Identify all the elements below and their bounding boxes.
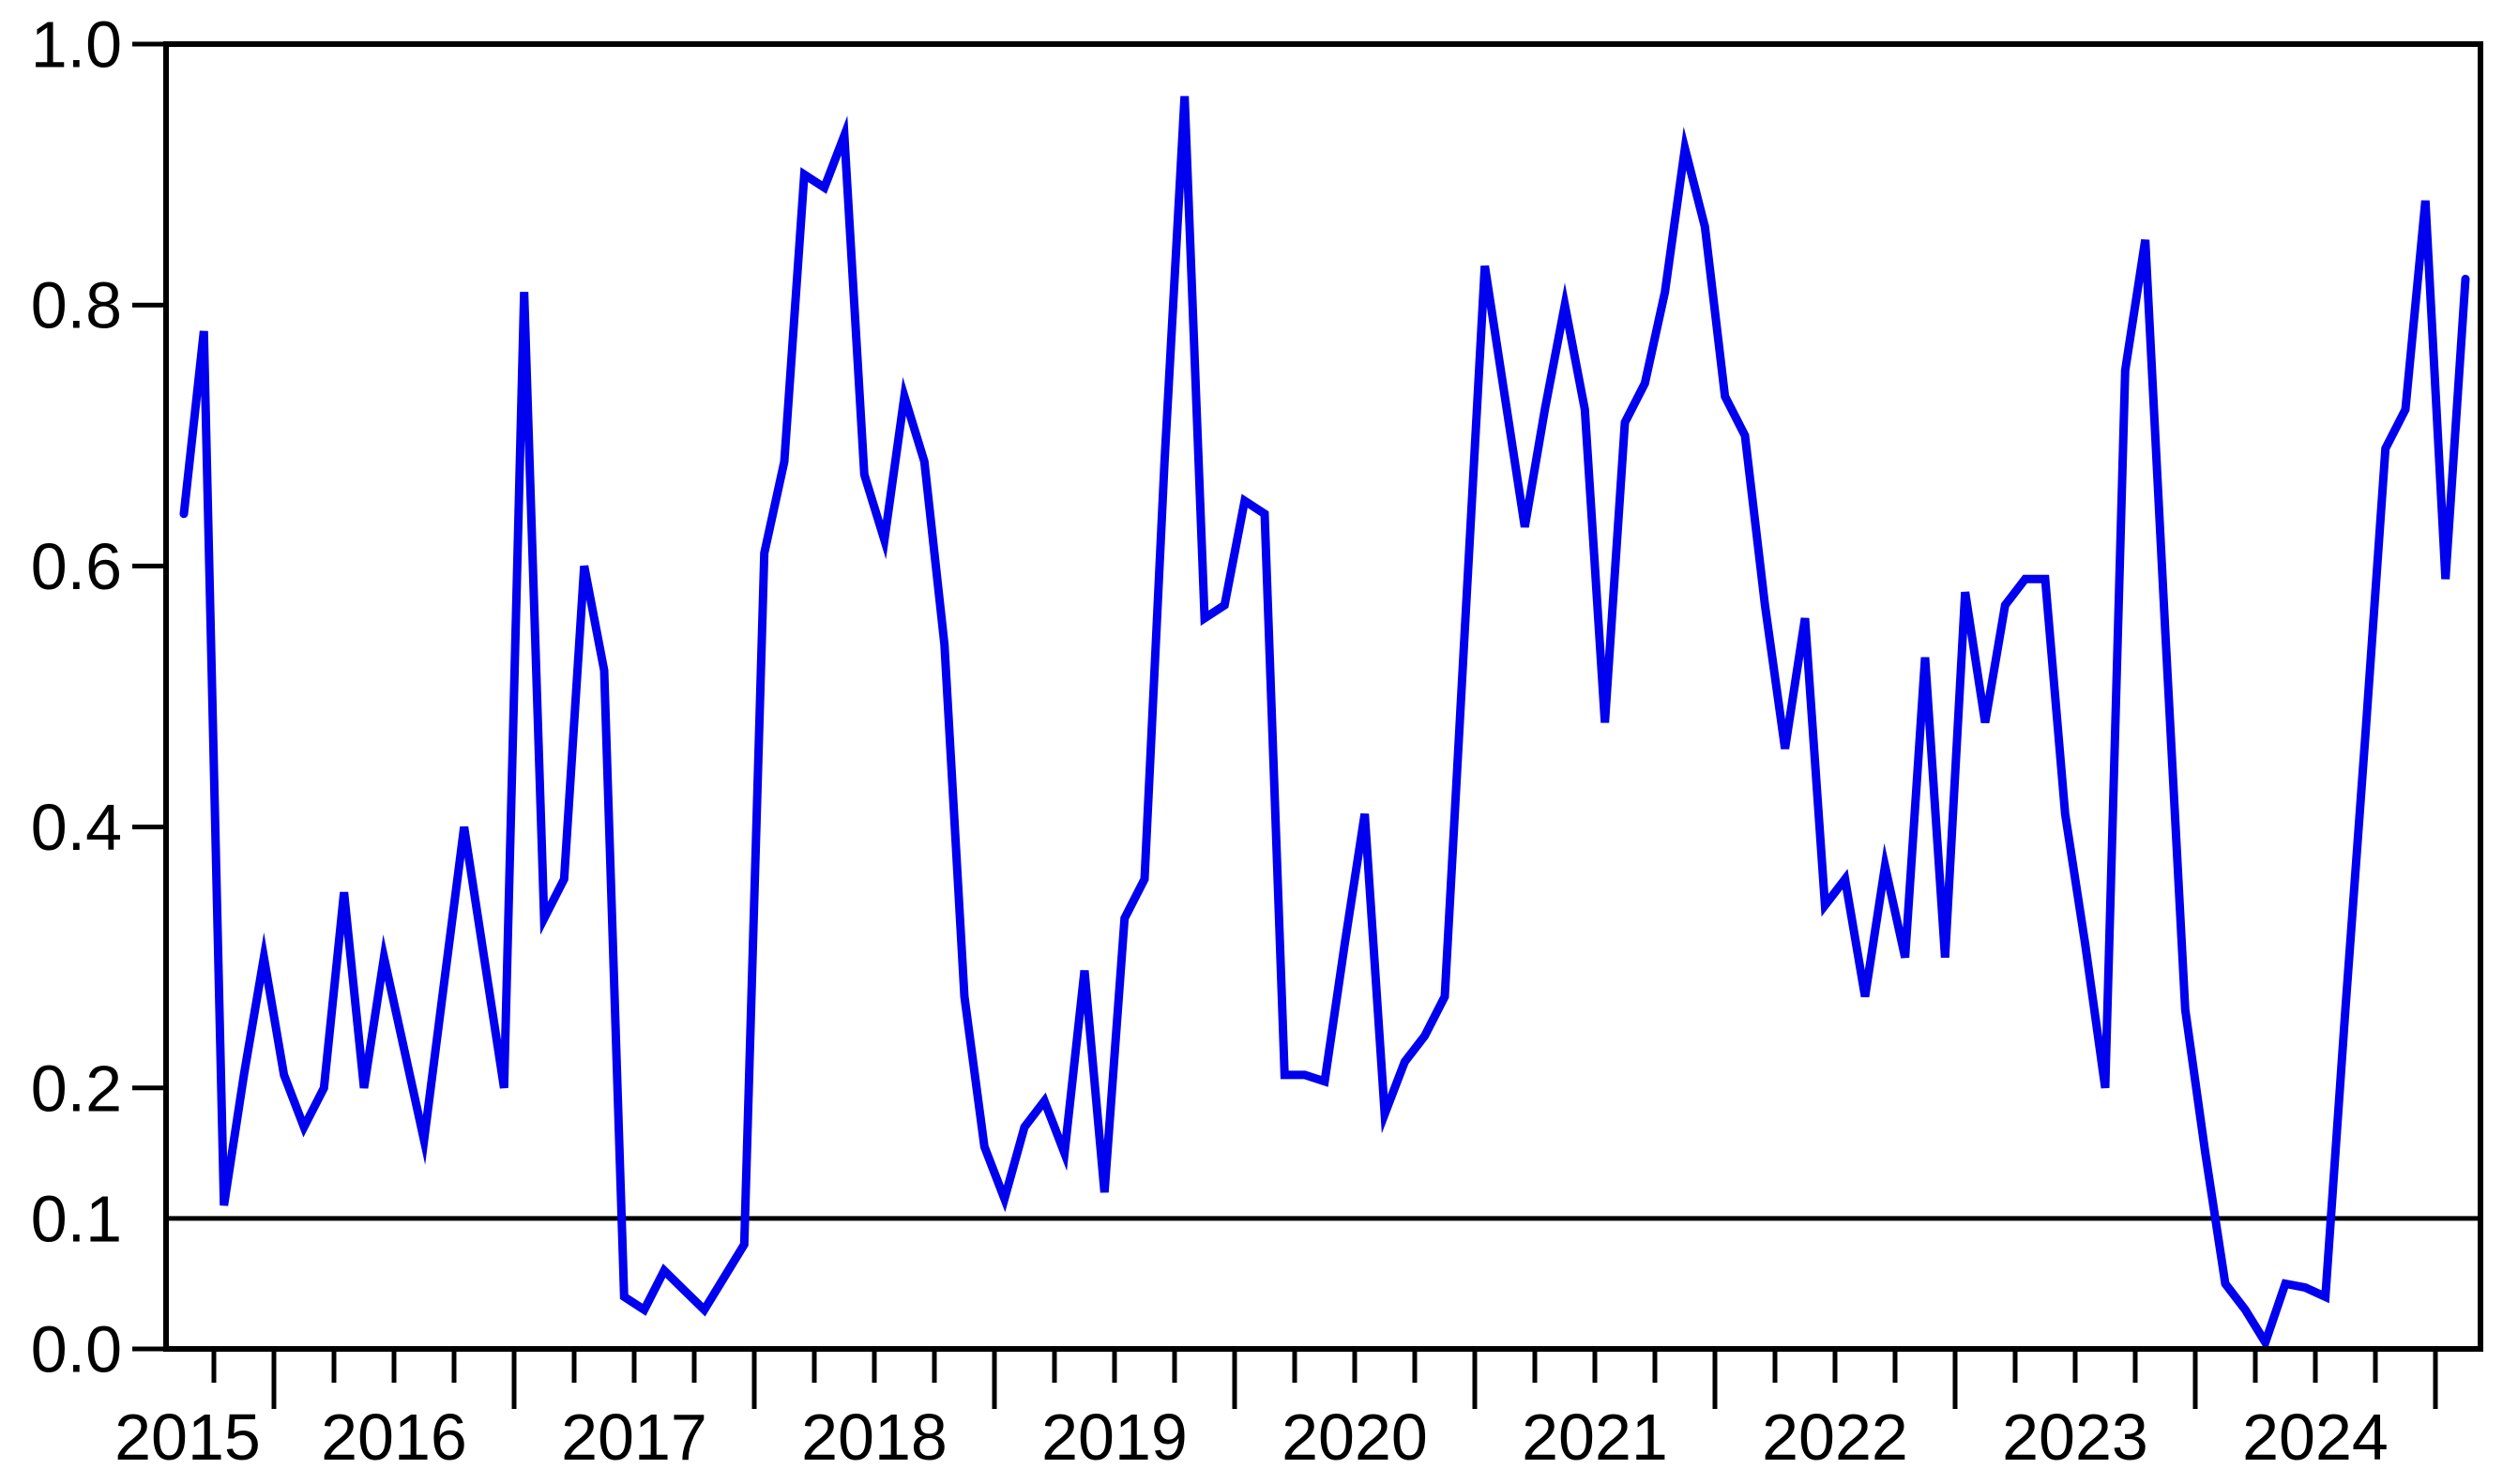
x-year-label: 2017 xyxy=(561,1401,707,1474)
plot-frame xyxy=(163,41,2483,1352)
x-year-label: 2022 xyxy=(1762,1401,1908,1474)
x-year-label: 2016 xyxy=(321,1401,467,1474)
x-year-label: 2018 xyxy=(801,1401,948,1474)
y-tick-label: 0.6 xyxy=(31,530,122,603)
x-year-label: 2024 xyxy=(2242,1401,2389,1474)
y-tick-label: 0.1 xyxy=(31,1182,122,1255)
y-tick-label: 0.2 xyxy=(31,1052,122,1125)
y-tick-label: 0.4 xyxy=(31,791,122,864)
y-tick-label: 0.0 xyxy=(31,1313,122,1386)
x-year-label: 2015 xyxy=(114,1401,261,1474)
y-tick-label: 1.0 xyxy=(31,8,122,82)
data-line xyxy=(179,96,2470,1353)
y-tick-label: 0.8 xyxy=(31,269,122,342)
x-year-label: 2023 xyxy=(2002,1401,2148,1474)
x-year-label: 2021 xyxy=(1522,1401,1668,1474)
y-axis: 1.0 0.8 0.6 0.4 0.2 0.1 0.0 xyxy=(31,8,163,1386)
x-year-label: 2019 xyxy=(1041,1401,1188,1474)
x-year-label: 2020 xyxy=(1282,1401,1428,1474)
x-axis: 2015 2016 2017 2018 2019 2020 2021 2022 2023 2024 xyxy=(114,1352,2438,1474)
